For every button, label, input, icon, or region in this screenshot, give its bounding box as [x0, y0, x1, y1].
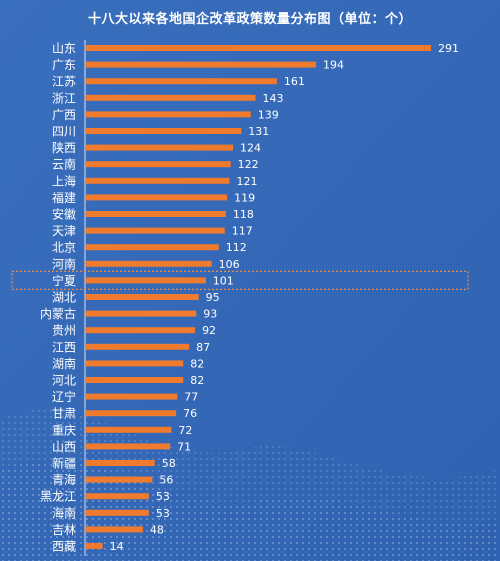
data-label: 56: [159, 474, 173, 487]
data-label: 117: [232, 225, 253, 238]
bar: [86, 526, 143, 533]
category-label: 天津: [52, 224, 76, 238]
category-label: 上海: [52, 173, 76, 188]
category-label: 吉林: [52, 523, 76, 537]
category-label: 辽宁: [52, 389, 76, 404]
bar: [86, 393, 178, 400]
bar: [86, 111, 251, 118]
data-label: 143: [263, 92, 284, 105]
bar: [86, 343, 190, 350]
data-label: 112: [226, 241, 247, 254]
bar: [86, 144, 234, 151]
highlight-box: [11, 270, 469, 290]
category-label: 内蒙古: [40, 306, 76, 321]
category-label: 西藏: [52, 540, 76, 554]
category-label: 青海: [52, 472, 76, 487]
data-label: 161: [284, 75, 305, 88]
category-label: 山东: [52, 42, 76, 56]
bar: [86, 45, 431, 51]
category-label: 海南: [52, 505, 76, 520]
data-label: 72: [178, 424, 192, 437]
category-label: 广西: [52, 108, 76, 122]
bar: [86, 476, 153, 483]
data-label: 194: [323, 59, 344, 72]
data-label: 71: [177, 440, 191, 453]
bar: [86, 360, 184, 367]
data-label: 53: [156, 507, 170, 520]
data-label: 131: [248, 125, 269, 138]
bar: [86, 78, 277, 85]
bar: [86, 443, 171, 450]
data-label: 139: [258, 108, 279, 121]
bar: [86, 194, 228, 201]
data-label: 95: [206, 291, 220, 304]
category-label: 重庆: [52, 423, 76, 437]
data-label: 124: [240, 142, 261, 155]
bar: [86, 260, 212, 267]
category-label: 湖北: [52, 290, 76, 305]
category-label: 江苏: [52, 75, 76, 89]
data-label: 48: [150, 523, 164, 536]
data-label: 93: [203, 308, 217, 321]
bar: [86, 426, 172, 433]
category-label: 陕西: [52, 140, 76, 155]
data-label: 53: [156, 490, 170, 503]
data-label: 77: [184, 391, 198, 404]
data-label: 87: [196, 341, 210, 354]
data-label: 82: [190, 357, 204, 370]
bar: [86, 294, 199, 300]
category-label: 江西: [52, 340, 76, 354]
bar: [86, 211, 226, 217]
bar: [86, 493, 149, 500]
category-label: 贵州: [52, 324, 76, 338]
bar: [86, 310, 197, 317]
bar: [86, 161, 231, 168]
data-label: 106: [219, 258, 240, 271]
bar: [86, 61, 316, 68]
category-label: 河南: [52, 256, 76, 271]
category-label: 宁夏: [52, 273, 76, 288]
category-label: 北京: [52, 241, 76, 255]
category-label: 云南: [52, 157, 76, 172]
data-label: 119: [234, 191, 255, 204]
data-label: 291: [438, 42, 459, 55]
bar: [86, 327, 196, 334]
category-label: 河北: [52, 374, 76, 388]
category-label: 浙江: [52, 91, 76, 105]
bar: [86, 410, 177, 417]
category-label: 湖南: [52, 356, 76, 371]
bar: [86, 277, 206, 284]
data-label: 118: [233, 208, 254, 221]
category-label: 甘肃: [52, 407, 76, 421]
bar: [86, 227, 225, 234]
category-label: 新疆: [52, 456, 76, 471]
bar: [86, 177, 230, 184]
data-label: 76: [183, 407, 197, 420]
bar: [86, 543, 103, 549]
data-label: 92: [202, 324, 216, 337]
bar: [86, 128, 242, 134]
category-label: 四川: [52, 125, 76, 139]
category-label: 安徽: [52, 207, 76, 222]
category-label: 黑龙江: [40, 490, 76, 504]
data-label: 101: [213, 274, 234, 287]
bar: [86, 377, 184, 383]
bar: [86, 94, 256, 101]
data-label: 121: [236, 175, 257, 188]
data-label: 58: [162, 457, 176, 470]
bar: [86, 244, 219, 251]
data-label: 82: [190, 374, 204, 387]
data-label: 14: [110, 540, 124, 553]
bar: [86, 509, 149, 516]
category-label: 福建: [52, 190, 76, 205]
category-label: 山西: [52, 440, 76, 454]
data-label: 122: [238, 158, 259, 171]
chart-title: 十八大以来各地国企改革政策数量分布图（单位：个）: [87, 12, 412, 27]
category-label: 广东: [52, 58, 76, 72]
bar: [86, 460, 155, 466]
